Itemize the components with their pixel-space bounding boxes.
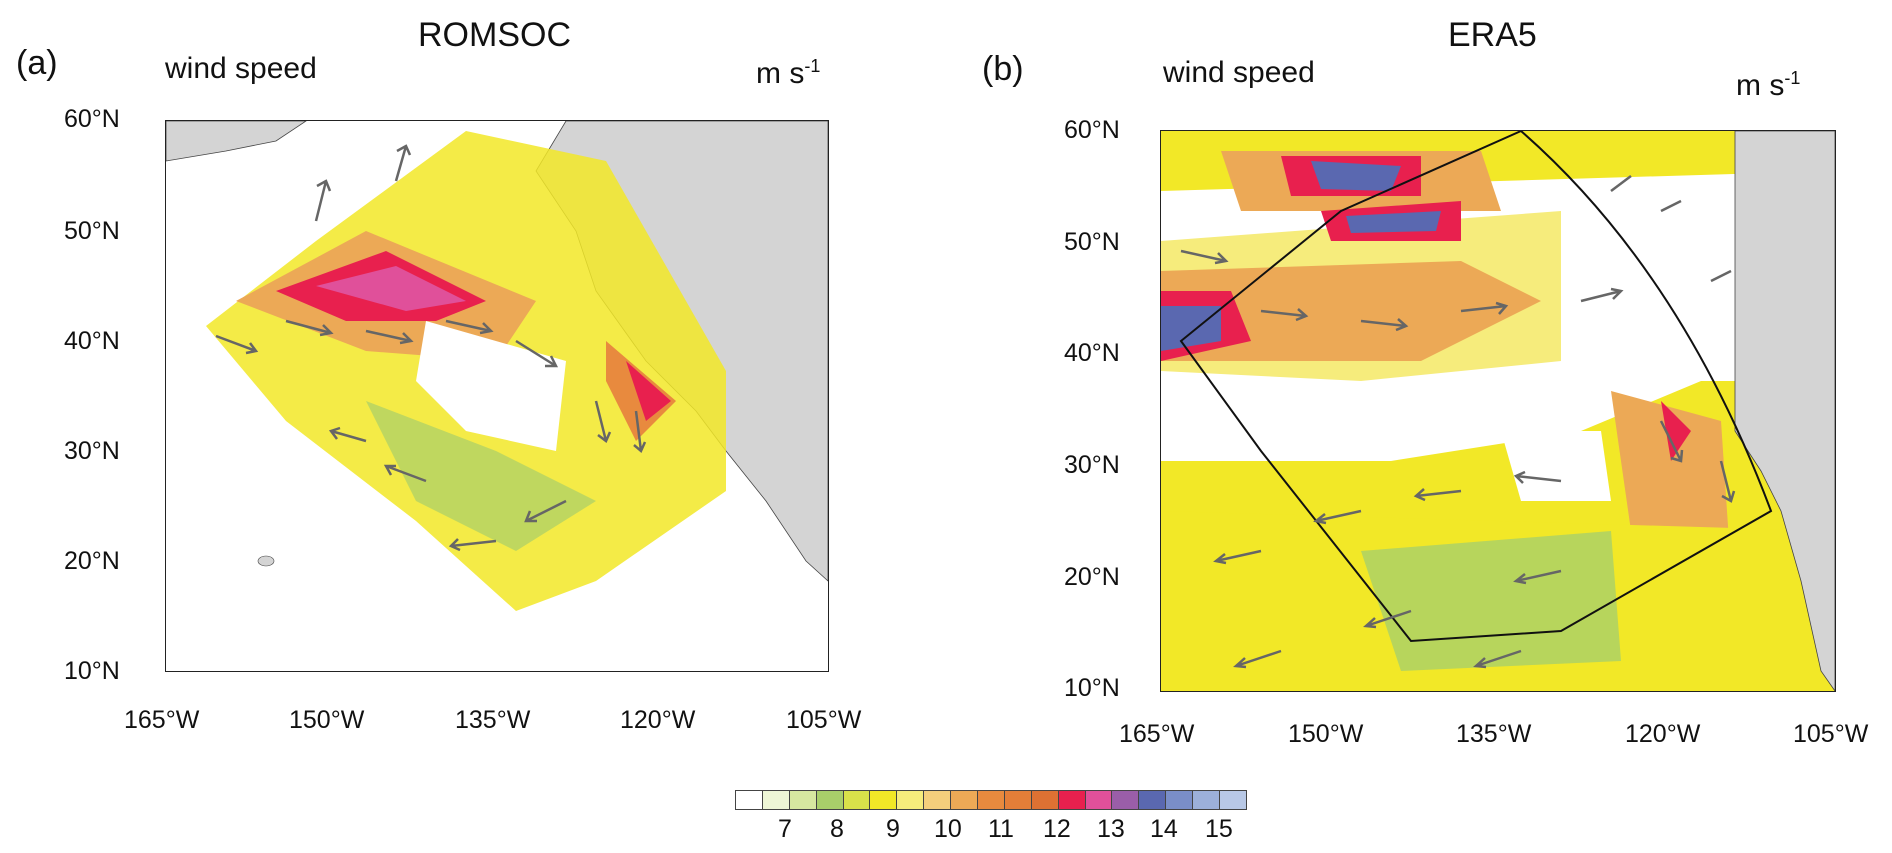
panel-a-variable: wind speed — [165, 52, 317, 85]
colorbar-swatch — [1031, 791, 1059, 809]
romsoc-domain-outline — [1179, 131, 1773, 643]
colorbar-swatch — [1085, 791, 1113, 809]
panel-a-lon-120: 120°W — [620, 706, 696, 734]
colorbar-label-9: 9 — [886, 815, 900, 843]
panel-a-letter: (a) — [16, 44, 58, 82]
panel-b-lat-60: 60°N — [1064, 116, 1120, 144]
panel-b-lon-105: 105°W — [1793, 720, 1869, 748]
panel-b-lat-20: 20°N — [1064, 563, 1120, 591]
colorbar-label-7: 7 — [778, 815, 792, 843]
colorbar-swatch — [789, 791, 817, 809]
colorbar — [735, 790, 1247, 810]
colorbar-label-15: 15 — [1205, 815, 1233, 843]
colorbar-label-10: 10 — [934, 815, 962, 843]
panel-a-lon-105: 105°W — [786, 706, 862, 734]
colorbar-swatch — [816, 791, 844, 809]
colorbar-swatch — [1166, 791, 1194, 809]
panel-a-title: ROMSOC — [418, 16, 571, 54]
colorbar-swatch — [870, 791, 898, 809]
panel-b-lon-120: 120°W — [1625, 720, 1701, 748]
colorbar-swatch — [762, 791, 790, 809]
colorbar-swatch — [1004, 791, 1032, 809]
colorbar-label-13: 13 — [1097, 815, 1125, 843]
colorbar-label-14: 14 — [1150, 815, 1178, 843]
colorbar-label-8: 8 — [830, 815, 844, 843]
panel-b-lon-165: 165°W — [1119, 720, 1195, 748]
panel-a-units: m s-1 — [756, 56, 821, 90]
panel-a-lat-10: 10°N — [64, 657, 120, 685]
wind-vectors — [215, 144, 647, 552]
hawaii-island — [257, 555, 275, 567]
panel-b-lon-135: 135°W — [1456, 720, 1532, 748]
colorbar-label-12: 12 — [1043, 815, 1071, 843]
panel-b-lon-150: 150°W — [1288, 720, 1364, 748]
colorbar-swatch — [897, 791, 925, 809]
panel-a-lat-30: 30°N — [64, 437, 120, 465]
colorbar-swatch — [924, 791, 952, 809]
panel-b-lat-40: 40°N — [1064, 339, 1120, 367]
colorbar-swatch — [1112, 791, 1140, 809]
panel-b-title: ERA5 — [1448, 16, 1537, 54]
panel-b-lat-50: 50°N — [1064, 228, 1120, 256]
panel-b-map — [1160, 130, 1836, 692]
panel-a-lon-150: 150°W — [289, 706, 365, 734]
panel-b-units: m s-1 — [1736, 68, 1801, 102]
alaska-coast — [166, 121, 307, 162]
panel-b-lat-30: 30°N — [1064, 451, 1120, 479]
panel-a-lat-50: 50°N — [64, 217, 120, 245]
panel-a-lon-165: 165°W — [124, 706, 200, 734]
panel-a-lon-135: 135°W — [455, 706, 531, 734]
panel-b-variable: wind speed — [1163, 56, 1315, 89]
panel-b-letter: (b) — [982, 50, 1024, 88]
colorbar-swatch — [843, 791, 871, 809]
panel-b-lat-10: 10°N — [1064, 674, 1120, 702]
colorbar-swatch — [978, 791, 1005, 809]
panel-a-lat-20: 20°N — [64, 547, 120, 575]
panel-a-map — [165, 120, 829, 672]
panel-a-lat-60: 60°N — [64, 105, 120, 133]
panel-a-lat-40: 40°N — [64, 327, 120, 355]
colorbar-label-11: 11 — [988, 815, 1014, 843]
colorbar-swatch — [1193, 791, 1221, 809]
colorbar-swatch — [951, 791, 979, 809]
colorbar-swatch — [1220, 791, 1246, 809]
colorbar-swatch — [1058, 791, 1086, 809]
wind-vectors — [1180, 175, 1736, 669]
colorbar-swatch — [1139, 791, 1167, 809]
colorbar-swatch — [736, 791, 763, 809]
